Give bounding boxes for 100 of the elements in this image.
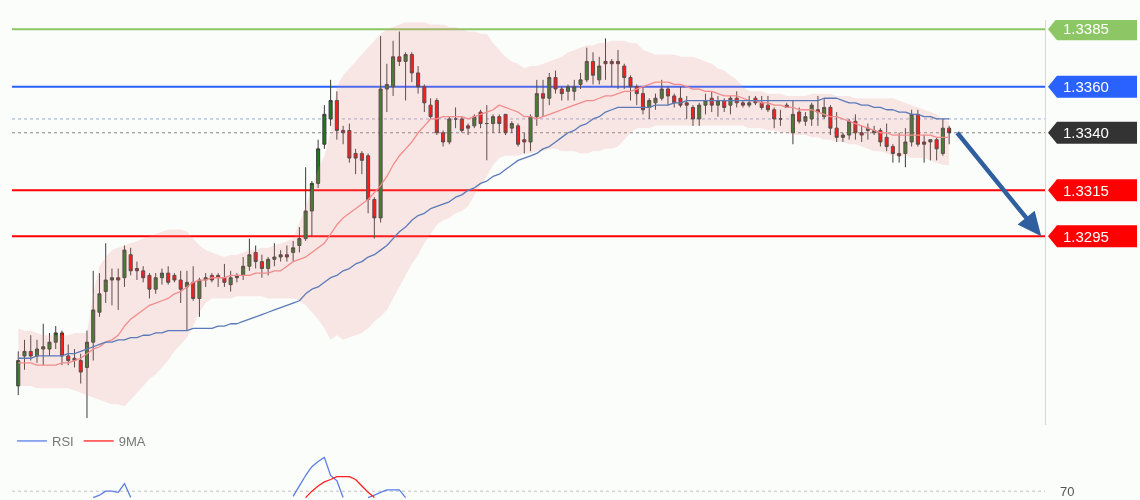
candlestick (22, 339, 27, 371)
candlestick (16, 350, 21, 396)
candlestick (66, 343, 71, 366)
legend-label: 9MA (118, 434, 146, 450)
candlestick (684, 95, 689, 120)
candlestick (622, 63, 627, 90)
candlestick (28, 334, 33, 362)
candlestick (597, 56, 602, 85)
candlestick (747, 95, 752, 108)
candlestick (547, 72, 552, 106)
candlestick (78, 353, 83, 385)
candlestick (53, 325, 58, 350)
candlestick (628, 74, 633, 102)
candlestick (722, 97, 727, 113)
candlestick (790, 100, 795, 145)
candlestick (840, 132, 845, 143)
candlestick (153, 272, 158, 295)
candlestick (815, 95, 820, 127)
candlestick (609, 58, 614, 88)
candlestick (647, 97, 652, 120)
candlestick (865, 123, 870, 141)
y-tick-label: 1.3385 (1063, 20, 1109, 38)
candlestick (672, 93, 677, 108)
candlestick (659, 79, 664, 102)
candlestick (715, 95, 720, 118)
candlestick (940, 118, 945, 157)
candlestick (284, 245, 289, 263)
candlestick (459, 116, 464, 134)
candlestick (497, 113, 502, 134)
candlestick (391, 40, 396, 97)
candlestick (665, 86, 671, 106)
candlestick (134, 261, 139, 281)
candlestick (266, 256, 271, 276)
candlestick (922, 134, 927, 164)
candlestick (116, 268, 121, 311)
candlestick (128, 247, 133, 276)
candlestick (541, 79, 546, 118)
candlestick (34, 339, 40, 364)
candlestick (516, 123, 521, 148)
candlestick (509, 120, 514, 134)
text: 70 (1060, 484, 1075, 499)
candlestick (59, 330, 65, 366)
candlestick (947, 125, 952, 145)
candlestick (578, 72, 583, 90)
y-tick-label: 1.3360 (1063, 77, 1109, 95)
candlestick (141, 265, 146, 283)
candlestick (703, 93, 708, 115)
candlestick (409, 51, 414, 83)
legend-label: RSI (52, 434, 74, 450)
candlestick (759, 95, 764, 111)
candlestick (316, 139, 321, 189)
candlestick (765, 95, 770, 113)
candlestick (528, 113, 533, 152)
candlestick (728, 95, 733, 115)
candlestick (522, 132, 527, 154)
candlestick (178, 270, 183, 304)
candlestick (466, 123, 471, 136)
candlestick (147, 272, 152, 299)
candlestick (341, 125, 346, 145)
candlestick (184, 270, 189, 332)
candlestick (91, 270, 96, 362)
candlestick (915, 109, 920, 148)
candlestick (503, 113, 508, 136)
candlestick (122, 245, 127, 288)
candlestick (84, 330, 89, 419)
candlestick (453, 106, 458, 129)
candlestick (809, 102, 814, 127)
candlestick (603, 37, 608, 81)
candlestick (890, 143, 895, 164)
candlestick (640, 86, 646, 115)
candlestick (709, 90, 714, 113)
candlestick (441, 129, 446, 148)
y-tick-label: 1.3295 (1063, 227, 1109, 245)
y-tick-label: 1.3315 (1063, 181, 1109, 199)
candlestick (191, 265, 196, 302)
candlestick (678, 86, 683, 108)
candlestick (772, 106, 777, 129)
candlestick (291, 240, 296, 263)
candlestick (422, 83, 427, 113)
candlestick (572, 79, 577, 102)
candlestick (334, 90, 339, 141)
candlestick (584, 47, 589, 83)
candlestick (484, 104, 489, 161)
candlestick (797, 106, 802, 125)
candlestick (47, 332, 52, 357)
candlestick (447, 116, 452, 145)
candlestick (559, 86, 564, 102)
candlestick (434, 97, 439, 136)
candlestick (309, 180, 314, 237)
candlestick (534, 79, 539, 127)
candlestick (97, 272, 102, 318)
candlestick (478, 109, 483, 129)
candlestick (416, 65, 421, 95)
candlestick (259, 254, 264, 279)
candlestick (384, 63, 389, 113)
candlestick (41, 323, 46, 366)
candlestick (690, 104, 695, 127)
candlestick (472, 113, 477, 129)
candlestick (697, 102, 702, 127)
candlestick (159, 268, 164, 286)
